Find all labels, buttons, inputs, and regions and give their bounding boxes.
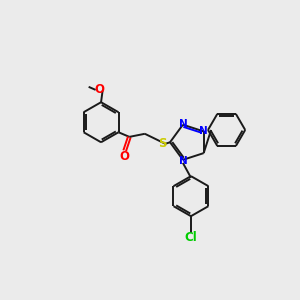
Text: N: N: [179, 156, 188, 166]
Text: O: O: [94, 83, 104, 96]
Text: N: N: [178, 119, 187, 129]
Text: S: S: [158, 137, 166, 150]
Text: Cl: Cl: [184, 231, 197, 244]
Text: O: O: [120, 150, 130, 164]
Text: N: N: [199, 126, 208, 136]
